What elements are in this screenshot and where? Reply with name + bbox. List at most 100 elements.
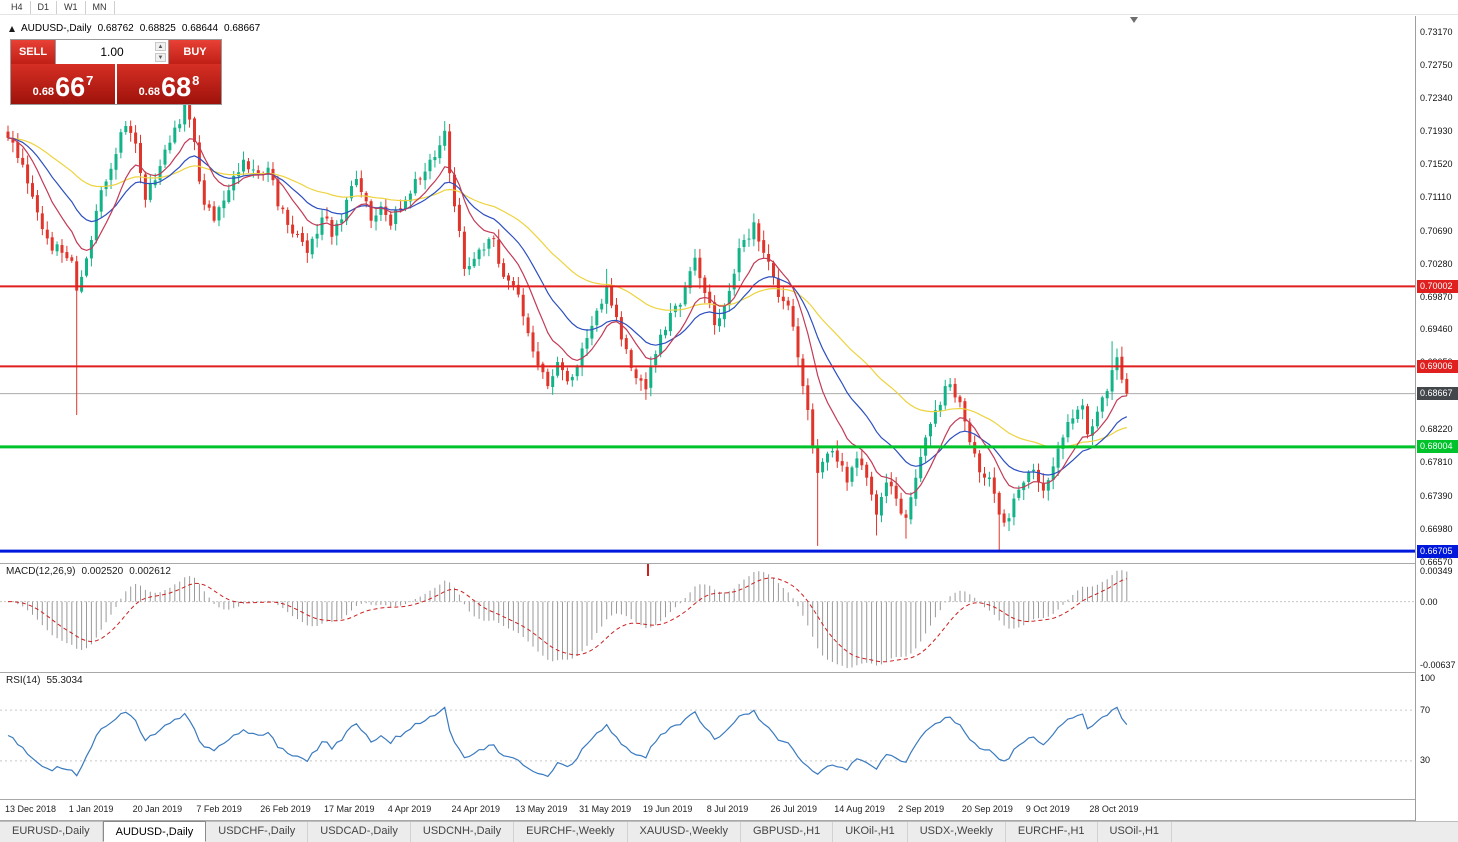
price-axis-label: 0.70280 xyxy=(1420,258,1453,269)
chart-tab-usdcnh[interactable]: USDCNH-,Daily xyxy=(411,822,515,842)
panel-separator[interactable] xyxy=(0,672,1458,673)
buy-price-pip: 8 xyxy=(192,73,200,88)
price-axis-label: 0.66570 xyxy=(1420,556,1453,567)
date-axis-label: 13 Dec 2018 xyxy=(5,804,57,814)
chart-tab-usoil[interactable]: USOil-,H1 xyxy=(1098,822,1173,842)
chart-tab-xauusd[interactable]: XAUUSD-,Weekly xyxy=(628,822,741,842)
date-axis-label: 24 Apr 2019 xyxy=(451,804,501,814)
chart-shift-marker[interactable] xyxy=(1130,17,1138,23)
rsi-indicator-panel[interactable] xyxy=(0,672,1415,799)
macd-label-row: MACD(12,26,9) 0.002520 0.002612 xyxy=(6,566,171,577)
chart-tab-eurchf[interactable]: EURCHF-,H1 xyxy=(1006,822,1098,842)
chart-tab-gbpusd[interactable]: GBPUSD-,H1 xyxy=(741,822,834,842)
chart-title-row: AUDUSD-,Daily 0.68762 0.68825 0.68644 0.… xyxy=(9,23,260,34)
price-axis-label: 0.71930 xyxy=(1420,126,1453,137)
sell-button[interactable]: SELL xyxy=(11,40,55,64)
macd-value-main: 0.002520 xyxy=(81,566,124,577)
date-axis-label: 7 Feb 2019 xyxy=(196,804,242,814)
volume-down-button[interactable]: ▼ xyxy=(155,53,166,62)
price-axis-label: 0.71110 xyxy=(1420,191,1452,202)
chart-tab-bar: EURUSD-,Daily AUDUSD-,Daily USDCHF-,Daily U… xyxy=(0,821,1458,842)
chart-title: AUDUSD-,Daily xyxy=(21,23,92,34)
volume-value: 1.00 xyxy=(100,45,124,59)
price-axis-label: 0.67810 xyxy=(1420,456,1453,467)
price-axis-label: 0.72750 xyxy=(1420,60,1453,71)
chart-tab-audusd[interactable]: AUDUSD-,Daily xyxy=(102,821,207,842)
sell-price-pip: 7 xyxy=(86,73,94,88)
hline-tag-068667: 0.68667 xyxy=(1417,387,1458,401)
macd-axis-label: 0.00349 xyxy=(1420,566,1453,576)
volume-up-button[interactable]: ▲ xyxy=(155,42,166,51)
price-axis-label: 0.69460 xyxy=(1420,324,1453,335)
date-axis-label: 31 May 2019 xyxy=(579,804,632,814)
buy-price-prefix: 0.68 xyxy=(138,86,161,98)
price-axis-label: 0.72340 xyxy=(1420,93,1453,104)
price-chart[interactable] xyxy=(0,16,1415,563)
price-axis-label: 0.66980 xyxy=(1420,523,1453,534)
rsi-value: 55.3034 xyxy=(46,675,83,686)
sell-price-big: 66 xyxy=(55,72,86,102)
timeframe-button-d1[interactable]: D1 xyxy=(31,0,58,14)
date-axis-label: 17 Mar 2019 xyxy=(324,804,375,814)
date-axis-label: 20 Jan 2019 xyxy=(132,804,183,814)
symbol-marker-icon xyxy=(9,25,15,32)
date-axis-label: 20 Sep 2019 xyxy=(961,804,1013,814)
panel-separator xyxy=(0,820,1458,821)
chart-tab-eurusd[interactable]: EURUSD-,Daily xyxy=(0,822,103,842)
price-axis-label: 0.73170 xyxy=(1420,26,1453,37)
date-axis-label: 9 Oct 2019 xyxy=(1025,804,1070,814)
rsi-axis-label: 30 xyxy=(1420,755,1431,766)
date-axis-label: 28 Oct 2019 xyxy=(1089,804,1139,814)
ohlc-high: 0.68825 xyxy=(139,23,176,34)
macd-axis-label: -0.00637 xyxy=(1420,660,1456,670)
date-axis-label: 14 Aug 2019 xyxy=(834,804,885,814)
ohlc-close: 0.68667 xyxy=(224,23,261,34)
chart-tab-usdx[interactable]: USDX-,Weekly xyxy=(908,822,1006,842)
volume-input[interactable]: 1.00 ▲ ▼ xyxy=(55,40,169,64)
date-axis-label: 8 Jul 2019 xyxy=(706,804,749,814)
rsi-indicator-name: RSI(14) xyxy=(6,675,41,686)
timeframe-button-mn[interactable]: MN xyxy=(86,0,115,14)
ohlc-open: 0.68762 xyxy=(97,23,134,34)
buy-button[interactable]: BUY xyxy=(169,40,221,64)
price-axis-label: 0.70690 xyxy=(1420,225,1453,236)
volume-spinner: ▲ ▼ xyxy=(155,42,166,62)
ohlc-low: 0.68644 xyxy=(181,23,219,34)
hline-tag-066705: 0.66705 xyxy=(1417,544,1458,558)
date-axis-label: 4 Apr 2019 xyxy=(387,804,432,814)
macd-indicator-name: MACD(12,26,9) xyxy=(6,566,76,577)
price-axis-label: 0.67390 xyxy=(1420,490,1453,501)
panel-separator[interactable] xyxy=(0,799,1458,800)
date-axis-label: 26 Feb 2019 xyxy=(260,804,311,814)
price-axis-label: 0.71520 xyxy=(1420,159,1453,169)
date-axis-label: 2 Sep 2019 xyxy=(898,804,945,814)
date-axis-label: 26 Jul 2019 xyxy=(770,804,818,814)
macd-axis-label: 0.00 xyxy=(1420,596,1438,607)
date-axis-label: 19 Jun 2019 xyxy=(642,804,693,814)
date-axis-label: 1 Jan 2019 xyxy=(68,804,114,814)
sell-price-display[interactable]: 0.68 66 7 xyxy=(11,64,115,104)
hline-tag-069006: 0.69006 xyxy=(1417,359,1458,373)
price-axis-label: 0.68220 xyxy=(1420,424,1453,434)
buy-price-big: 68 xyxy=(161,72,192,102)
price-axis[interactable]: 0.73170 0.72750 0.72340 0.71930 0.71520 0.711… xyxy=(1415,16,1458,821)
chart-tab-ukoil[interactable]: UKOil-,H1 xyxy=(833,822,908,842)
hline-tag-070002: 0.70002 xyxy=(1417,279,1458,293)
macd-value-signal: 0.002612 xyxy=(129,566,171,577)
macd-indicator-panel[interactable] xyxy=(0,563,1415,672)
rsi-axis-label: 100 xyxy=(1420,673,1436,683)
chart-tab-eurchf[interactable]: EURCHF-,Weekly xyxy=(514,822,628,842)
timeframe-toolbar: H4 D1 W1 MN xyxy=(0,0,1458,15)
hline-tag-068004: 0.68004 xyxy=(1417,440,1458,454)
one-click-trade-panel: SELL 1.00 ▲ ▼ BUY 0.68 66 7 0.68 68 8 xyxy=(10,39,222,105)
chart-tab-usdcad[interactable]: USDCAD-,Daily xyxy=(308,822,411,842)
panel-separator[interactable] xyxy=(0,563,1458,564)
buy-price-display[interactable]: 0.68 68 8 xyxy=(117,64,221,104)
timeframe-button-w1[interactable]: W1 xyxy=(57,0,86,14)
chart-tab-usdchf[interactable]: USDCHF-,Daily xyxy=(206,822,309,842)
rsi-label-row: RSI(14) 55.3034 xyxy=(6,675,83,686)
date-axis-label: 13 May 2019 xyxy=(515,804,568,814)
timeframe-button-h4[interactable]: H4 xyxy=(4,0,31,14)
date-axis[interactable]: 13 Dec 2018 1 Jan 2019 20 Jan 2019 7 Feb 20… xyxy=(0,800,1415,820)
